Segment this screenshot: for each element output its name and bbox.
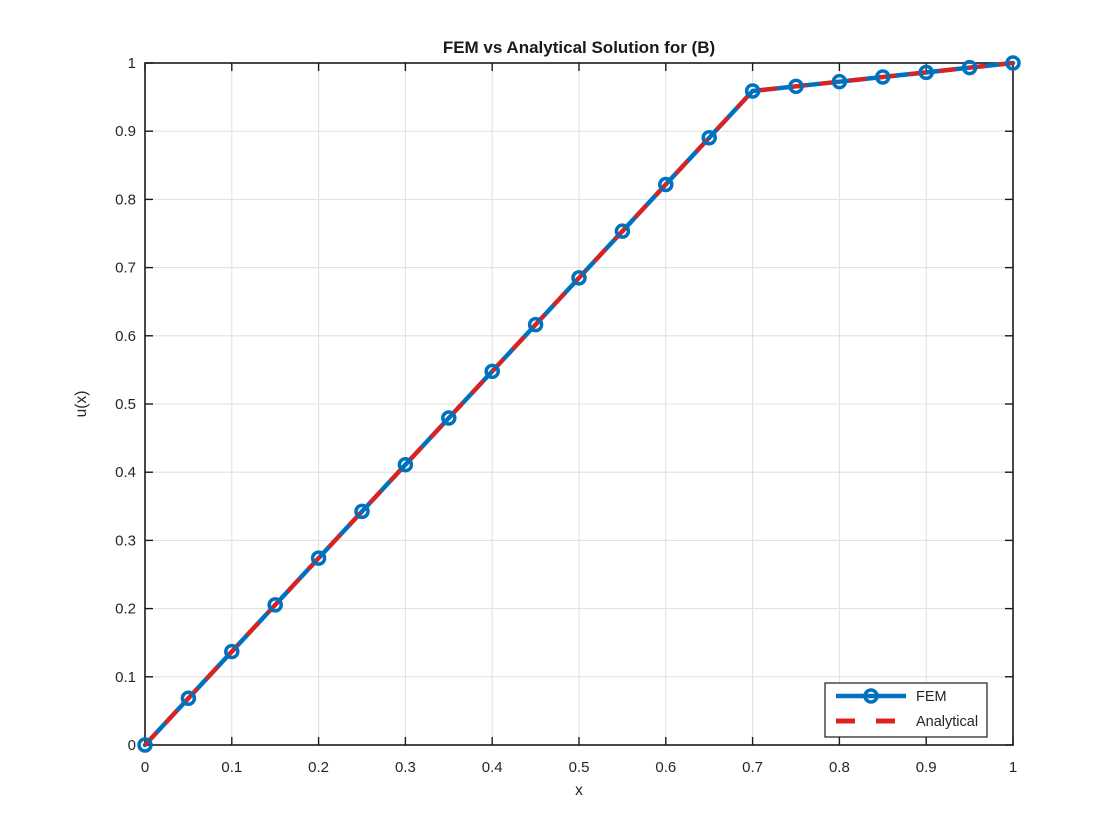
fem-circle-marker: [831, 73, 848, 90]
fem-circle-marker: [527, 316, 544, 333]
fem-circle-marker: [658, 176, 674, 193]
fem-circle-marker: [310, 550, 327, 566]
fem-circle-marker: [224, 643, 240, 660]
y-axis-label: u(x): [73, 391, 90, 418]
y-tick-label: 0.7: [115, 260, 136, 277]
fem-circle-marker: [1005, 55, 1021, 71]
x-axis-label: x: [575, 782, 583, 799]
legend-fem-swatch: [836, 688, 906, 704]
y-tick-label: 0.9: [115, 123, 136, 140]
fem-circle-marker: [180, 690, 197, 707]
x-tick-label: 0.9: [916, 759, 937, 776]
legend-label-analytical: Analytical: [916, 714, 978, 730]
fem-markers: [137, 55, 1021, 753]
fem-circle-marker: [744, 83, 761, 99]
x-tick-label: 0.3: [395, 759, 416, 776]
x-tick-label: 0.5: [569, 759, 590, 776]
x-tick-labels: 0 0.1 0.2 0.3 0.4 0.5 0.6 0.7 0.8 0.9 1: [141, 759, 1017, 776]
y-tick-label: 0.2: [115, 601, 136, 618]
fem-circle-marker: [875, 69, 891, 85]
x-tick-label: 0.6: [655, 759, 676, 776]
y-tick-label: 0.5: [115, 396, 136, 413]
fem-circle-marker: [788, 78, 804, 95]
y-tick-label: 1: [128, 55, 136, 72]
x-tick-label: 0: [141, 759, 149, 776]
x-tick-label: 0.1: [221, 759, 242, 776]
y-tick-label: 0.1: [115, 669, 136, 686]
x-tick-label: 0.7: [742, 759, 763, 776]
x-tick-label: 0.4: [482, 759, 503, 776]
data-series: [137, 55, 1021, 753]
fem-circle-marker: [614, 223, 631, 239]
x-tick-label: 0.8: [829, 759, 850, 776]
fem-circle-marker: [701, 129, 717, 146]
chart-title: FEM vs Analytical Solution for (B): [443, 38, 715, 57]
x-tick-label: 1: [1009, 759, 1017, 776]
grid-lines: [145, 63, 1013, 745]
legend-box: [824, 682, 988, 738]
y-tick-label: 0.3: [115, 532, 136, 549]
fem-circle-marker: [267, 597, 283, 613]
y-tick-label: 0: [128, 737, 136, 754]
y-tick-label: 0.6: [115, 328, 136, 345]
fem-circle-marker: [918, 64, 934, 81]
fem-circle-marker: [484, 363, 500, 380]
y-tick-labels: 0 0.1 0.2 0.3 0.4 0.5 0.6 0.7 0.8 0.9 1: [115, 55, 136, 754]
fem-circle-marker: [961, 59, 978, 76]
legend: FEM Analytical: [824, 682, 988, 738]
x-tick-label: 0.2: [308, 759, 329, 776]
fem-circle-marker: [441, 410, 457, 426]
fem-circle-marker: [397, 456, 414, 473]
y-tick-label: 0.8: [115, 191, 136, 208]
fem-circle-marker: [571, 270, 587, 286]
legend-label-fem: FEM: [916, 689, 947, 705]
fem-circle-marker: [137, 737, 153, 753]
fem-circle-marker: [354, 503, 370, 520]
circle-marker-icon: [863, 688, 879, 704]
y-tick-label: 0.4: [115, 464, 136, 481]
